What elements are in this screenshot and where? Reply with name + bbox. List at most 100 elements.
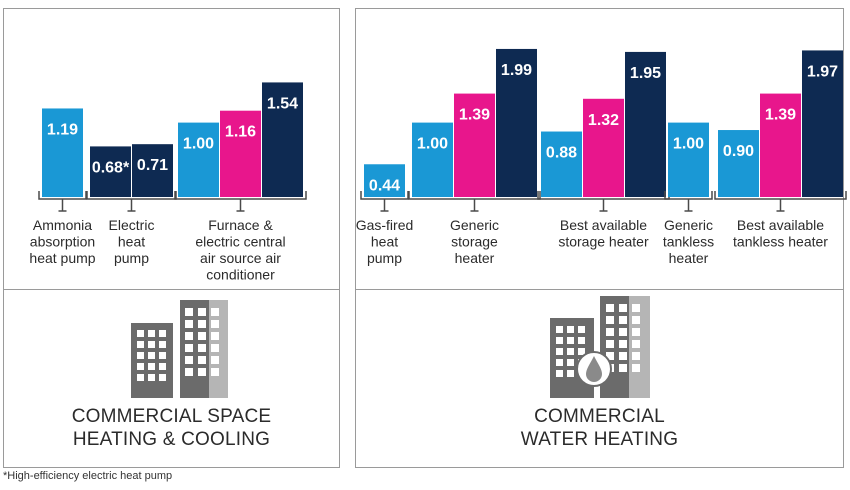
building-window bbox=[137, 330, 144, 337]
footnote: *High-efficiency electric heat pump bbox=[3, 470, 173, 482]
building-window bbox=[619, 304, 627, 312]
category-label: heat bbox=[118, 234, 145, 250]
building-window bbox=[137, 341, 144, 348]
building-window bbox=[211, 356, 219, 364]
building-window bbox=[567, 337, 574, 344]
category-label: absorption bbox=[30, 234, 95, 250]
building-window bbox=[148, 352, 155, 359]
building-window bbox=[619, 340, 627, 348]
bar bbox=[220, 110, 261, 197]
category-label: Generic bbox=[450, 217, 499, 233]
category-label: Furnace & bbox=[208, 217, 273, 233]
water-heating-divider bbox=[355, 289, 844, 290]
building-window bbox=[556, 348, 563, 355]
building-window bbox=[137, 374, 144, 381]
building-window bbox=[578, 326, 585, 333]
category-label: heat bbox=[371, 234, 398, 250]
category-label: pump bbox=[114, 250, 149, 266]
building-window bbox=[185, 368, 193, 376]
building-window bbox=[578, 337, 585, 344]
building-window bbox=[632, 340, 640, 348]
building-window bbox=[159, 330, 166, 337]
bar-value-label: 0.90 bbox=[723, 143, 754, 160]
building-window bbox=[567, 359, 574, 366]
building-window bbox=[159, 363, 166, 370]
bar bbox=[802, 50, 843, 197]
building-window bbox=[632, 352, 640, 360]
building-window bbox=[556, 326, 563, 333]
category-label: heater bbox=[455, 250, 495, 266]
space-heating-caption-line-2: HEATING & COOLING bbox=[72, 429, 271, 450]
bar bbox=[454, 93, 495, 197]
building-window bbox=[632, 304, 640, 312]
category-label: electric central bbox=[195, 234, 285, 250]
space-heating-caption-line-1: COMMERCIAL SPACE bbox=[71, 406, 272, 427]
building-window bbox=[567, 370, 574, 377]
bar-value-label: 1.00 bbox=[183, 136, 214, 153]
bar-value-label: 1.54 bbox=[267, 95, 298, 112]
bar bbox=[625, 51, 666, 197]
bar-value-label: 1.32 bbox=[588, 112, 619, 129]
building-window bbox=[556, 359, 563, 366]
building-window bbox=[198, 356, 206, 364]
category-label: tankless heater bbox=[733, 234, 828, 250]
category-label: Best available bbox=[737, 217, 824, 233]
building-window bbox=[185, 332, 193, 340]
building-window bbox=[159, 374, 166, 381]
building-window bbox=[211, 332, 219, 340]
building-window bbox=[185, 344, 193, 352]
bar bbox=[760, 93, 801, 197]
bar bbox=[718, 130, 759, 197]
bar bbox=[496, 48, 537, 197]
category-label: Ammonia bbox=[33, 217, 92, 233]
building-window bbox=[556, 337, 563, 344]
bar-value-label: 1.97 bbox=[807, 63, 838, 80]
building-window bbox=[148, 363, 155, 370]
building-window bbox=[606, 328, 614, 336]
building-window bbox=[619, 316, 627, 324]
building-window bbox=[606, 352, 614, 360]
building-window bbox=[198, 320, 206, 328]
category-label: Gas-fired bbox=[356, 217, 414, 233]
category-label: heat pump bbox=[29, 250, 95, 266]
bar bbox=[412, 122, 453, 197]
category-label: pump bbox=[367, 250, 402, 266]
building-window bbox=[567, 326, 574, 333]
bar-value-label: 1.00 bbox=[673, 136, 704, 153]
building-window bbox=[619, 328, 627, 336]
bar bbox=[178, 122, 219, 197]
bar bbox=[541, 131, 582, 197]
building-window bbox=[619, 352, 627, 360]
building-window bbox=[198, 368, 206, 376]
bar bbox=[90, 146, 131, 197]
building-window bbox=[632, 328, 640, 336]
category-label: storage bbox=[451, 234, 498, 250]
category-label: Electric bbox=[109, 217, 155, 233]
building-window bbox=[159, 352, 166, 359]
bar-value-label: 1.99 bbox=[501, 62, 532, 79]
building-window bbox=[578, 348, 585, 355]
building-window bbox=[567, 348, 574, 355]
space-heating-divider bbox=[3, 289, 340, 290]
building-window bbox=[606, 304, 614, 312]
building-window bbox=[198, 332, 206, 340]
building-window bbox=[619, 364, 627, 372]
bar-value-label: 1.19 bbox=[47, 121, 78, 138]
building-window bbox=[185, 320, 193, 328]
building-window bbox=[137, 352, 144, 359]
category-label: storage heater bbox=[558, 234, 649, 250]
building-window bbox=[556, 370, 563, 377]
building-window bbox=[211, 308, 219, 316]
bar-value-label: 0.88 bbox=[546, 145, 577, 162]
bar-value-label: 1.95 bbox=[630, 65, 661, 82]
building-window bbox=[148, 374, 155, 381]
bar-value-label: 1.39 bbox=[459, 107, 490, 124]
water-heating-caption-line-2: WATER HEATING bbox=[520, 429, 679, 450]
building-window bbox=[632, 364, 640, 372]
bar-value-label: 0.44 bbox=[369, 177, 400, 194]
bar-value-label: 0.71 bbox=[137, 157, 168, 174]
bar bbox=[583, 98, 624, 197]
building-window bbox=[148, 341, 155, 348]
building-window bbox=[185, 356, 193, 364]
